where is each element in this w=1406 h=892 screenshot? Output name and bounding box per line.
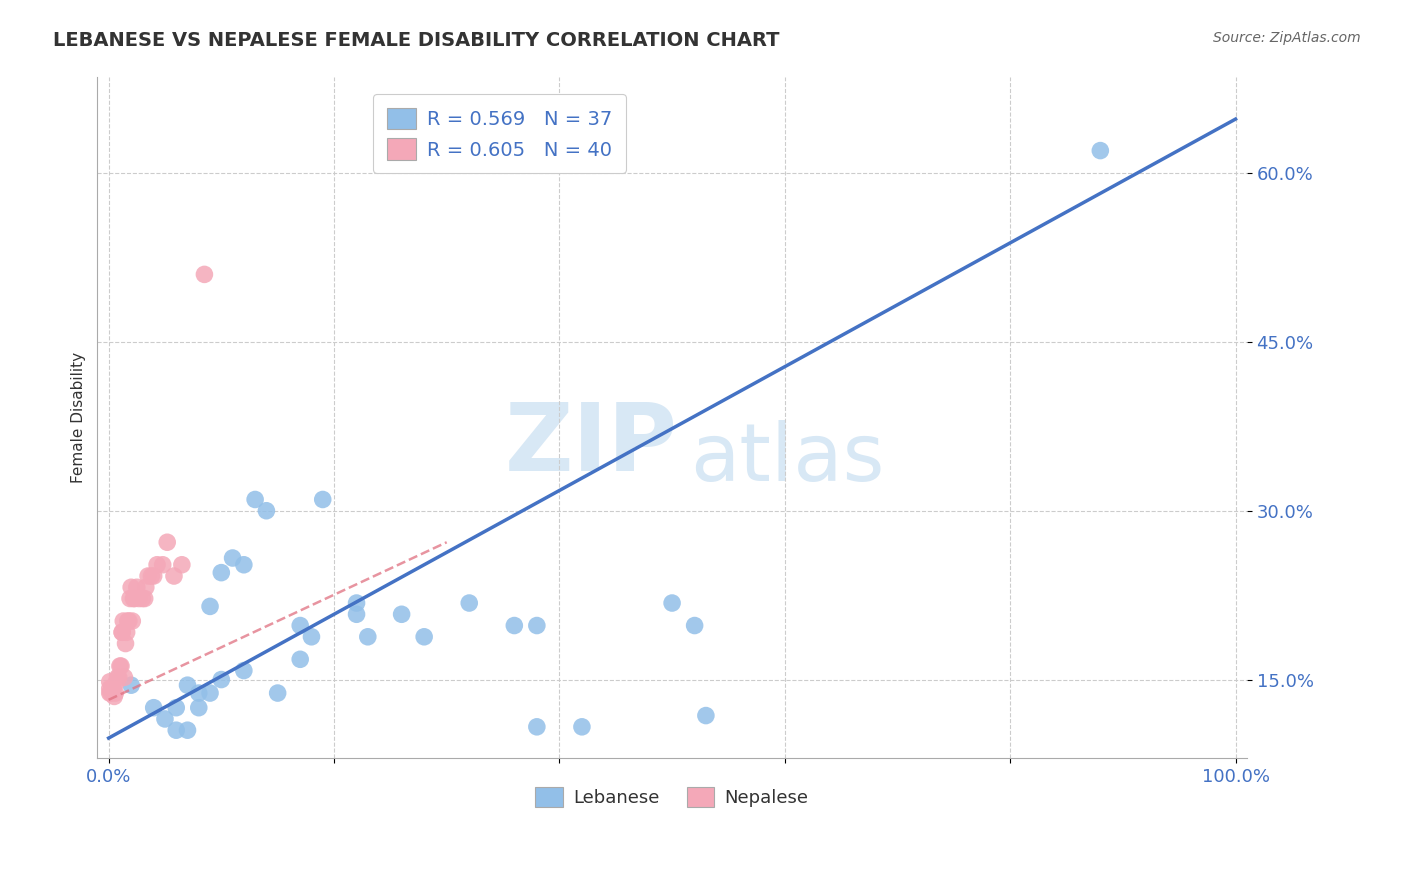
Point [125,580,148,594]
Point [114,636,136,650]
Point [142,569,165,583]
Point [571,720,593,734]
Text: ZIP: ZIP [505,399,678,491]
Point [187,686,209,700]
Point [118,591,141,606]
Text: LEBANESE VS NEPALESE FEMALE DISABILITY CORRELATION CHART: LEBANESE VS NEPALESE FEMALE DISABILITY C… [53,31,780,50]
Point [503,618,526,632]
Point [104,686,127,700]
Point [290,618,312,632]
Point [165,723,187,738]
Point [100,686,122,700]
Point [103,690,125,704]
Point [135,580,157,594]
Point [136,569,159,583]
Point [146,558,169,572]
Point [111,625,134,640]
Point [198,599,221,614]
Point [526,618,548,632]
Point [301,630,323,644]
Point [391,607,413,622]
Point [107,670,129,684]
Point [156,535,179,549]
Point [526,720,548,734]
Legend: Lebanese, Nepalese: Lebanese, Nepalese [529,780,815,814]
Point [357,630,380,644]
Point [142,700,165,714]
Point [266,686,288,700]
Point [101,681,124,696]
Point [112,670,135,684]
Point [458,596,481,610]
Point [121,614,143,628]
Point [107,670,129,684]
Point [112,614,135,628]
Point [176,678,198,692]
Point [120,678,142,692]
Text: atlas: atlas [690,420,884,498]
Point [254,504,277,518]
Point [346,596,368,610]
Point [128,591,150,606]
Point [243,492,266,507]
Point [312,492,335,507]
Point [163,569,186,583]
Point [101,681,124,696]
Point [108,659,131,673]
Point [98,686,121,700]
Point [105,674,128,689]
Point [346,607,368,622]
Point [98,681,121,696]
Point [187,700,209,714]
Point [153,712,176,726]
Point [198,686,221,700]
Point [98,674,121,689]
Point [115,625,138,640]
Point [221,551,243,566]
Point [120,580,142,594]
Point [683,618,706,632]
Point [209,566,232,580]
Y-axis label: Female Disability: Female Disability [72,352,86,483]
Point [193,268,215,282]
Point [695,708,717,723]
Point [170,558,193,572]
Point [111,625,134,640]
Point [232,664,254,678]
Point [661,596,683,610]
Point [1090,144,1112,158]
Point [117,614,139,628]
Point [124,591,146,606]
Point [122,591,145,606]
Point [131,591,153,606]
Point [232,558,254,572]
Point [110,659,132,673]
Point [165,700,187,714]
Point [134,591,156,606]
Text: Source: ZipAtlas.com: Source: ZipAtlas.com [1213,31,1361,45]
Point [118,614,141,628]
Point [209,673,232,687]
Point [176,723,198,738]
Point [141,569,163,583]
Point [290,652,312,666]
Point [413,630,436,644]
Point [152,558,174,572]
